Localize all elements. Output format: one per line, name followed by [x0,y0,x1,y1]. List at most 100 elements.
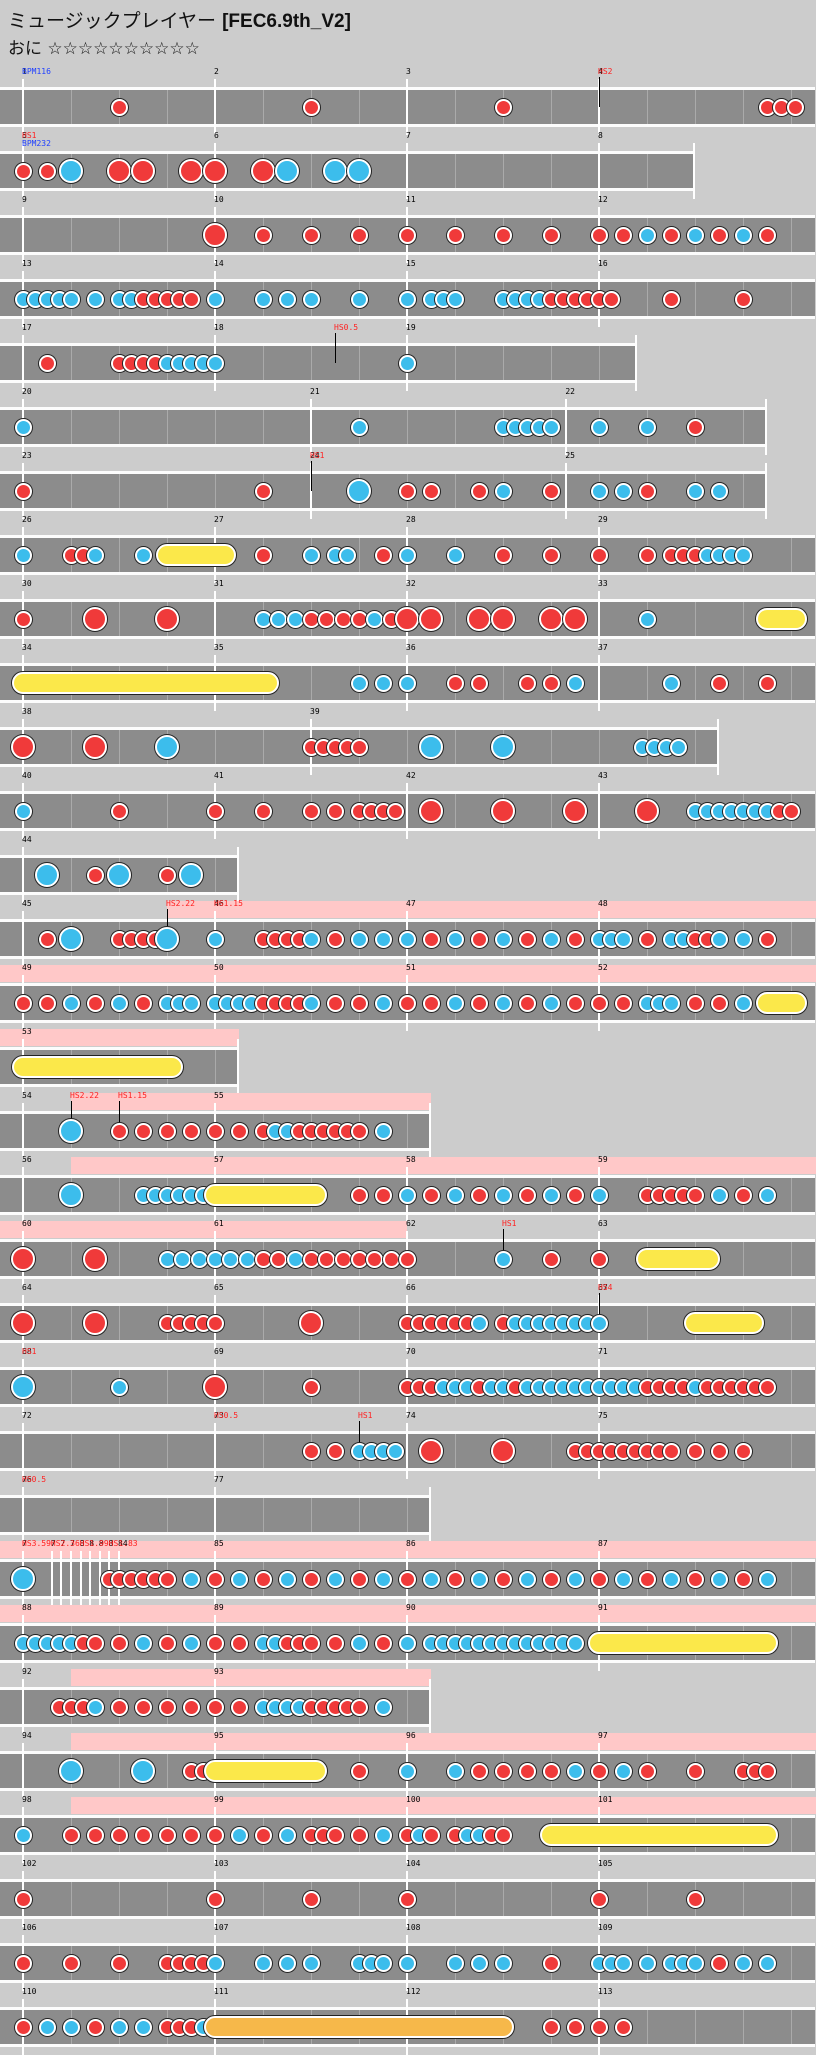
title-prefix: ミュージックプレイヤー [8,10,223,32]
don-note [203,159,227,183]
measure-number: 72 [22,1411,32,1420]
beat-line [71,1306,72,1340]
ka-note [182,1570,200,1588]
measure-number: 70 [406,1347,416,1356]
barline-end [717,719,719,775]
ka-note [182,994,200,1012]
chart-row: 49 50 51 52 [0,963,816,1031]
measure-number: 61 [214,1219,224,1228]
measure-number: 93 [214,1667,224,1676]
don-note [638,1762,656,1780]
don-note [107,159,131,183]
beat-line [119,538,120,572]
measure-number: 75 [598,1411,608,1420]
ka-note [62,994,80,1012]
ka-note [254,290,272,308]
don-note [134,1826,152,1844]
don-note [110,802,128,820]
gogo-band [71,1733,816,1750]
beat-line [167,794,168,828]
ka-note [350,674,368,692]
don-note [542,1250,560,1268]
speed-event: HS2.22 [166,899,195,908]
ka-note [254,610,272,628]
speed-event: HS1.15 [214,899,243,908]
don-note [563,607,587,631]
ka-note [134,1634,152,1652]
don-note [638,1570,656,1588]
don-note [638,546,656,564]
beat-line [791,1626,792,1660]
measure-number: 84 [118,1539,128,1548]
chart-row: 56 57 58 59 [0,1155,816,1223]
chart-row: 5 6 7 8 HS1 BPM232 [0,131,816,199]
tick-line [51,1559,53,1589]
ka-note [398,1762,416,1780]
measure-number: 64 [22,1283,32,1292]
ka-note [686,482,704,500]
beat-line [791,1882,792,1916]
beat-line [695,90,696,124]
measure-number: 69 [214,1347,224,1356]
ka-note [302,930,320,948]
beat-line [695,666,696,700]
beat-line [119,410,120,444]
measure-number: 30 [22,579,32,588]
beat-line [599,730,600,764]
ka-note [326,1570,344,1588]
ka-note [422,1570,440,1588]
don-note [518,1762,536,1780]
don-note [86,866,104,884]
beat-line [407,410,408,444]
beat-line [71,1434,72,1468]
beat-line [455,730,456,764]
beat-line [743,2010,744,2044]
don-note [542,482,560,500]
don-note [179,159,203,183]
drumroll-note [588,1632,778,1654]
don-note [350,1570,368,1588]
measure-number: 68 [22,1347,32,1356]
measure-number: 9 [22,195,27,204]
beat-line [791,1242,792,1276]
ka-note [494,994,512,1012]
don-note [206,1826,224,1844]
chart-row: 94 95 96 97 [0,1731,816,1799]
barline [214,1423,216,1479]
don-note [467,607,491,631]
beat-line [263,730,264,764]
don-note [494,226,512,244]
beat-line [119,1434,120,1468]
beat-line [407,730,408,764]
ka-note [494,930,512,948]
ka-note [542,930,560,948]
chart-row: 30 31 32 33 [0,579,816,647]
beat-line [791,1754,792,1788]
ka-note [14,802,32,820]
measure-number: 106 [22,1923,37,1932]
ka-note [398,1954,416,1972]
ka-note [190,1250,208,1268]
beat-line [791,1178,792,1212]
beat-line [263,1434,264,1468]
beat-line [119,474,120,508]
don-note [302,802,320,820]
barline [406,1423,408,1479]
don-note [326,1442,344,1460]
don-note [590,1570,608,1588]
song-title: [FEC6.9th_V2] [222,11,351,32]
beat-line [263,1370,264,1404]
don-note [206,1570,224,1588]
don-note [38,930,56,948]
don-note [602,290,620,308]
chart-row: 98 99 100 101 [0,1795,816,1863]
ka-note [38,2018,56,2036]
beat-line [311,346,312,380]
measure-number: 35 [214,643,224,652]
barline [598,591,600,647]
ka-note [374,674,392,692]
measure-number: 31 [214,579,224,588]
difficulty-label: おに [8,39,42,59]
don-note [518,994,536,1012]
don-note [710,226,728,244]
